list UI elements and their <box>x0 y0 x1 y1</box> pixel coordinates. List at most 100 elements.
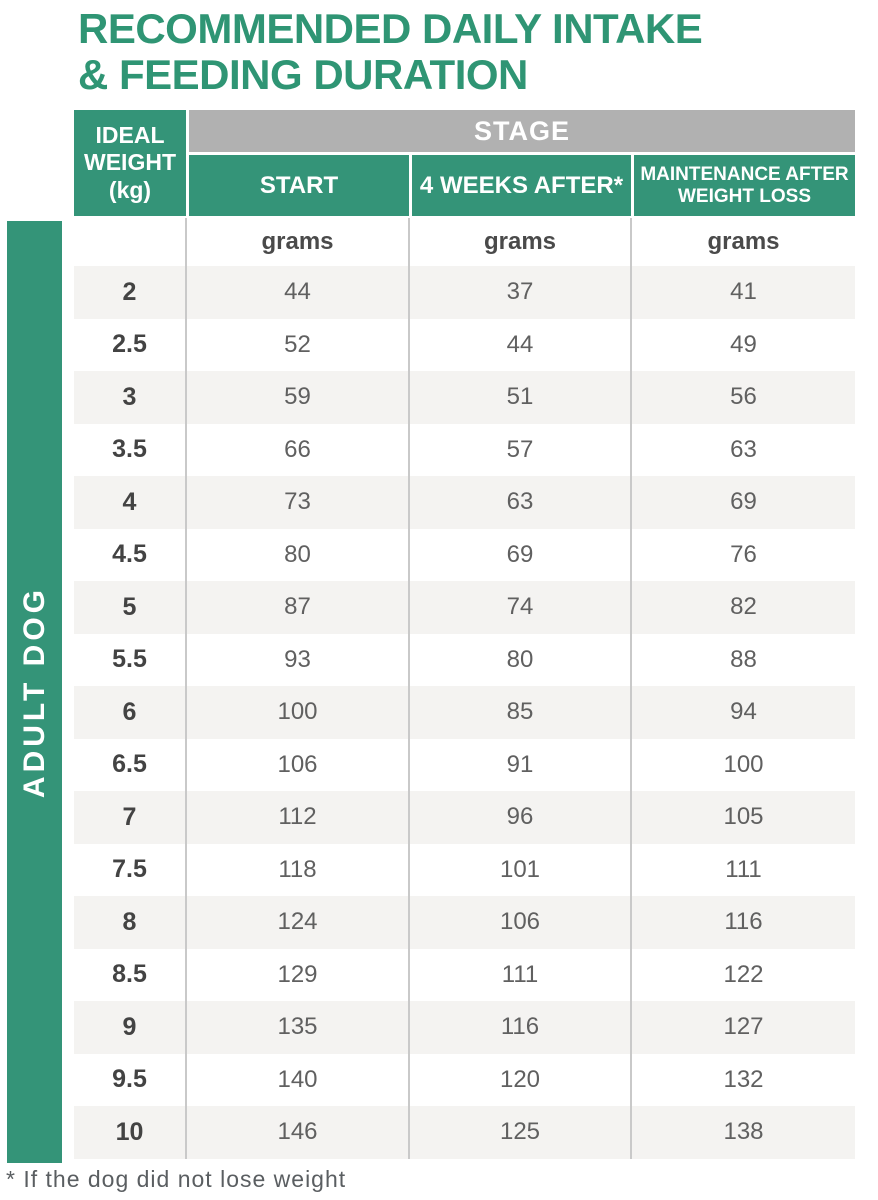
weight-cell: 4 <box>74 476 187 529</box>
value-cell: 132 <box>631 1053 855 1106</box>
value-cell: 129 <box>186 948 410 1001</box>
value-cell: 56 <box>631 371 855 424</box>
value-cell: 125 <box>409 1106 632 1159</box>
table-row: 7 112 96 105 <box>74 791 855 844</box>
weight-cell: 10 <box>74 1106 187 1159</box>
value-cell: 111 <box>631 843 855 896</box>
feeding-data-grid: grams grams grams 2 44 37 41 2.5 52 44 49 3 59 51 5… <box>74 218 855 1159</box>
value-cell: 93 <box>186 633 410 686</box>
page-title-line-1: RECOMMENDED DAILY INTAKE <box>78 5 703 52</box>
table-row: 3 59 51 56 <box>74 371 855 424</box>
value-cell: 140 <box>186 1053 410 1106</box>
table-row: 9.5 140 120 132 <box>74 1053 855 1106</box>
table-row: 8.5 129 111 122 <box>74 948 855 1001</box>
feeding-table-body: grams grams grams 2 44 37 41 2.5 52 44 49 3 59 51 5… <box>74 218 855 1159</box>
table-row: 10 146 125 138 <box>74 1106 855 1159</box>
value-cell: 69 <box>409 528 632 581</box>
value-cell: 124 <box>186 896 410 949</box>
value-cell: 122 <box>631 948 855 1001</box>
table-row: 5.5 93 80 88 <box>74 633 855 686</box>
units-label: grams <box>631 218 855 266</box>
weight-cell: 3 <box>74 371 187 424</box>
units-row: grams grams grams <box>74 218 855 266</box>
page-title-line-2: & FEEDING DURATION <box>78 51 528 99</box>
table-row: 6.5 106 91 100 <box>74 738 855 791</box>
value-cell: 106 <box>409 896 632 949</box>
value-cell: 111 <box>409 948 632 1001</box>
table-row: 4 73 63 69 <box>74 476 855 529</box>
weight-cell: 2 <box>74 266 187 319</box>
value-cell: 91 <box>409 738 632 791</box>
value-cell: 120 <box>409 1053 632 1106</box>
value-cell: 116 <box>409 1001 632 1054</box>
value-cell: 88 <box>631 633 855 686</box>
value-cell: 59 <box>186 371 410 424</box>
table-row: 5 87 74 82 <box>74 581 855 634</box>
value-cell: 85 <box>409 686 632 739</box>
value-cell: 127 <box>631 1001 855 1054</box>
value-cell: 105 <box>631 791 855 844</box>
weight-cell: 6 <box>74 686 187 739</box>
adult-dog-label: ADULT DOG <box>17 585 51 799</box>
table-row: 3.5 66 57 63 <box>74 423 855 476</box>
weight-cell: 3.5 <box>74 423 187 476</box>
weight-cell: 2.5 <box>74 318 187 371</box>
value-cell: 146 <box>186 1106 410 1159</box>
weight-cell: 8 <box>74 896 187 949</box>
value-cell: 41 <box>631 266 855 319</box>
weight-cell: 6.5 <box>74 738 187 791</box>
footnote: * If the dog did not lose weight <box>6 1166 347 1192</box>
value-cell: 49 <box>631 318 855 371</box>
value-cell: 80 <box>186 528 410 581</box>
value-cell: 63 <box>409 476 632 529</box>
adult-dog-side-band: ADULT DOG <box>7 221 62 1163</box>
ideal-weight-header: IDEAL WEIGHT (kg) <box>74 110 186 216</box>
feeding-table: IDEAL WEIGHT (kg) STAGE START 4 WEEKS AF… <box>74 110 855 1164</box>
weight-cell: 8.5 <box>74 948 187 1001</box>
value-cell: 87 <box>186 581 410 634</box>
value-cell: 100 <box>631 738 855 791</box>
weight-cell: 9.5 <box>74 1053 187 1106</box>
value-cell: 82 <box>631 581 855 634</box>
value-cell: 138 <box>631 1106 855 1159</box>
table-row: 2.5 52 44 49 <box>74 318 855 371</box>
table-row: 4.5 80 69 76 <box>74 528 855 581</box>
weight-cell: 7 <box>74 791 187 844</box>
weight-cell: 5 <box>74 581 187 634</box>
value-cell: 73 <box>186 476 410 529</box>
weight-cell: 9 <box>74 1001 187 1054</box>
value-cell: 52 <box>186 318 410 371</box>
value-cell: 96 <box>409 791 632 844</box>
page-title: RECOMMENDED DAILY INTAKE & FEEDING DURAT… <box>78 5 703 99</box>
units-label: grams <box>186 218 410 266</box>
column-header-4-weeks-after: 4 WEEKS AFTER* <box>412 155 631 216</box>
value-cell: 44 <box>409 318 632 371</box>
value-cell: 69 <box>631 476 855 529</box>
value-cell: 57 <box>409 423 632 476</box>
column-header-start: START <box>189 155 409 216</box>
weight-cell: 7.5 <box>74 843 187 896</box>
weight-cell: 5.5 <box>74 633 187 686</box>
value-cell: 101 <box>409 843 632 896</box>
table-row: 8 124 106 116 <box>74 896 855 949</box>
value-cell: 44 <box>186 266 410 319</box>
value-cell: 63 <box>631 423 855 476</box>
table-row: 2 44 37 41 <box>74 266 855 319</box>
value-cell: 118 <box>186 843 410 896</box>
value-cell: 80 <box>409 633 632 686</box>
stage-header: STAGE <box>189 110 855 152</box>
table-row: 9 135 116 127 <box>74 1001 855 1054</box>
value-cell: 74 <box>409 581 632 634</box>
column-header-maintenance: MAINTENANCE AFTER WEIGHT LOSS <box>634 155 855 216</box>
value-cell: 100 <box>186 686 410 739</box>
table-row: 6 100 85 94 <box>74 686 855 739</box>
weight-cell: 4.5 <box>74 528 187 581</box>
value-cell: 94 <box>631 686 855 739</box>
units-row-empty-cell <box>74 218 187 266</box>
value-cell: 116 <box>631 896 855 949</box>
value-cell: 51 <box>409 371 632 424</box>
value-cell: 112 <box>186 791 410 844</box>
value-cell: 66 <box>186 423 410 476</box>
value-cell: 37 <box>409 266 632 319</box>
value-cell: 106 <box>186 738 410 791</box>
